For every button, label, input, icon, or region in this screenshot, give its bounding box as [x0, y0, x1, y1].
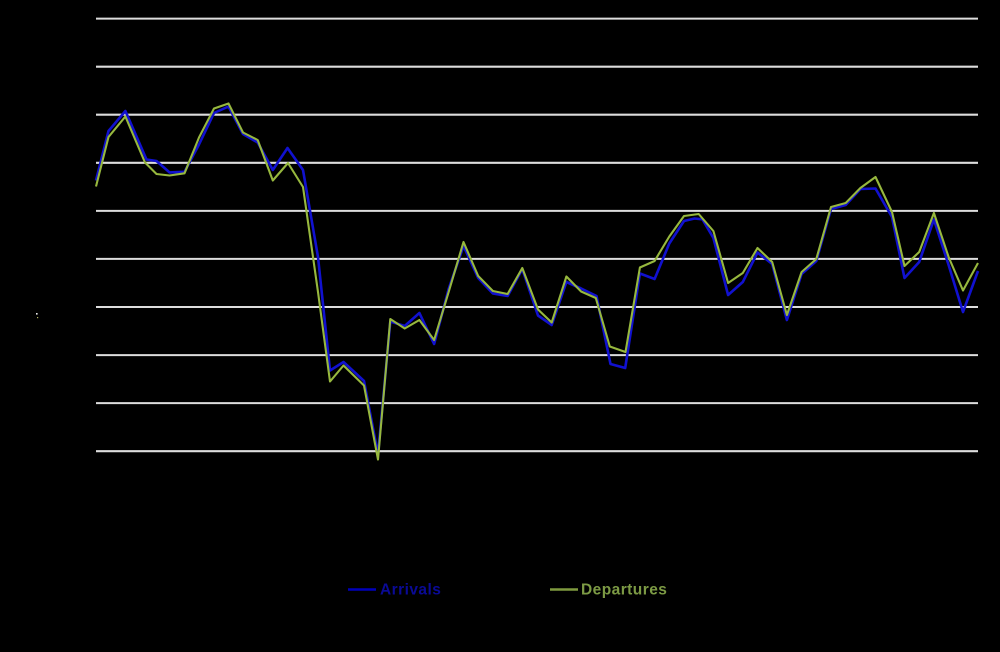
svg-text:Departures: Departures: [581, 582, 667, 599]
svg-text:Arrivals: Arrivals: [380, 582, 441, 599]
